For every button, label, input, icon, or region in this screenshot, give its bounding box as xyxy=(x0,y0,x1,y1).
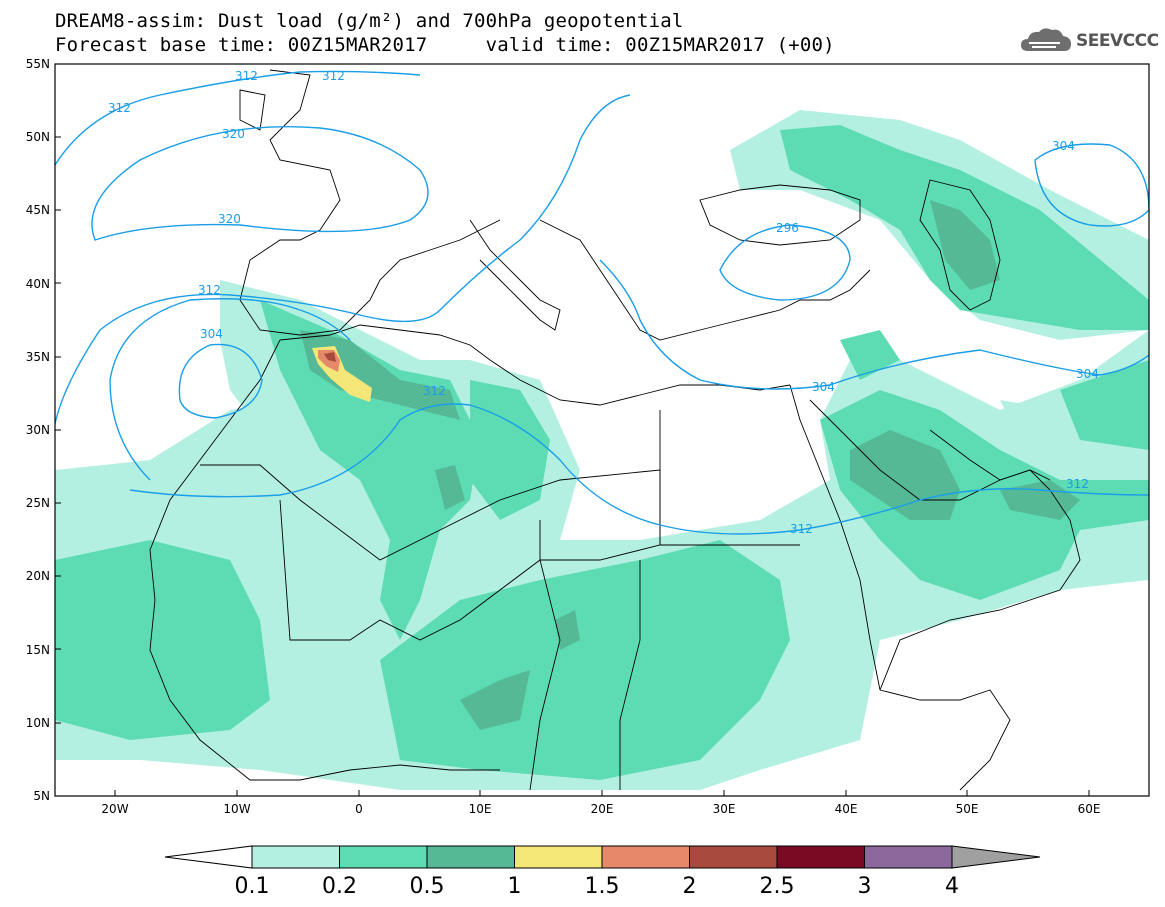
contour-label: 312 xyxy=(423,384,446,398)
contour-label: 312 xyxy=(322,69,345,83)
lon-label: 30E xyxy=(713,802,736,816)
lat-label: 30N xyxy=(26,423,50,437)
lon-label: 40E xyxy=(835,802,858,816)
longitude-labels: 20W 10W 0 10E 20E 30E 40E 50E 60E xyxy=(101,802,1100,816)
logo-text: SEEVCCC xyxy=(1076,31,1159,51)
colorbar-label: 0.2 xyxy=(322,874,357,899)
geopotential-contours xyxy=(55,70,1149,535)
contour-label: 312 xyxy=(198,283,221,297)
lon-label: 0 xyxy=(355,802,363,816)
colorbar-swatch xyxy=(251,845,340,869)
lat-label: 40N xyxy=(26,277,50,291)
lon-label: 20E xyxy=(591,802,614,816)
dust-shading xyxy=(55,110,1149,790)
lat-label: 25N xyxy=(26,496,50,510)
colorbar-swatch xyxy=(776,845,865,869)
colorbar-label: 1 xyxy=(508,874,522,899)
dust-max-2 xyxy=(324,352,336,362)
latitude-labels: 55N 50N 45N 40N 35N 30N 25N 20N 15N 10N … xyxy=(26,57,50,803)
map-title: DREAM8-assim: Dust load (g/m²) and 700hP… xyxy=(55,10,684,32)
colorbar-swatch xyxy=(689,845,778,869)
lon-label: 50E xyxy=(956,802,979,816)
contour-label: 312 xyxy=(235,69,258,83)
lat-label: 35N xyxy=(26,350,50,364)
contour-labels: 312 312 312 320 320 312 304 312 312 296 … xyxy=(108,69,1099,536)
colorbar-low-arrow xyxy=(164,845,253,869)
colorbar-label: 0.1 xyxy=(235,874,270,899)
lon-label: 10W xyxy=(223,802,250,816)
seevccc-logo: SEEVCCC xyxy=(1020,26,1159,56)
lat-label: 50N xyxy=(26,130,50,144)
lon-label: 10E xyxy=(469,802,492,816)
colorbar-label: 0.5 xyxy=(410,874,445,899)
coastlines xyxy=(149,69,1081,791)
contour-label: 304 xyxy=(1052,139,1075,153)
colorbar-swatch xyxy=(426,845,515,869)
colorbar-swatch xyxy=(339,845,428,869)
contour-label: 312 xyxy=(790,522,813,536)
cloud-icon xyxy=(1021,28,1071,51)
colorbar-label: 2.5 xyxy=(760,874,795,899)
colorbar-high-arrow xyxy=(951,845,1041,869)
colorbar-swatch xyxy=(601,845,690,869)
colorbar-swatch xyxy=(864,845,953,869)
contour-label: 320 xyxy=(222,127,245,141)
colorbar-swatch xyxy=(514,845,603,869)
colorbar-labels: 0.1 0.2 0.5 1 1.5 2 2.5 3 4 xyxy=(235,874,960,899)
contour-label: 312 xyxy=(108,101,131,115)
contour-label: 304 xyxy=(200,327,223,341)
lat-label: 10N xyxy=(26,716,50,730)
lat-label: 20N xyxy=(26,569,50,583)
lon-label: 60E xyxy=(1078,802,1101,816)
axis-ticks xyxy=(55,136,1090,796)
colorbar-label: 2 xyxy=(683,874,697,899)
contour-label: 304 xyxy=(1076,367,1099,381)
contour-label: 296 xyxy=(776,221,799,235)
lat-label: 5N xyxy=(33,789,50,803)
colorbar xyxy=(164,845,1041,869)
lat-label: 55N xyxy=(26,57,50,71)
forecast-time-line: Forecast base time: 00Z15MAR2017 valid t… xyxy=(55,34,835,56)
contour-label: 320 xyxy=(218,212,241,226)
contour-label: 312 xyxy=(1066,477,1089,491)
lat-label: 15N xyxy=(26,643,50,657)
colorbar-label: 4 xyxy=(945,874,959,899)
lon-label: 20W xyxy=(101,802,128,816)
colorbar-label: 3 xyxy=(858,874,872,899)
contour-label: 304 xyxy=(812,380,835,394)
colorbar-label: 1.5 xyxy=(585,874,620,899)
lat-label: 45N xyxy=(26,203,50,217)
